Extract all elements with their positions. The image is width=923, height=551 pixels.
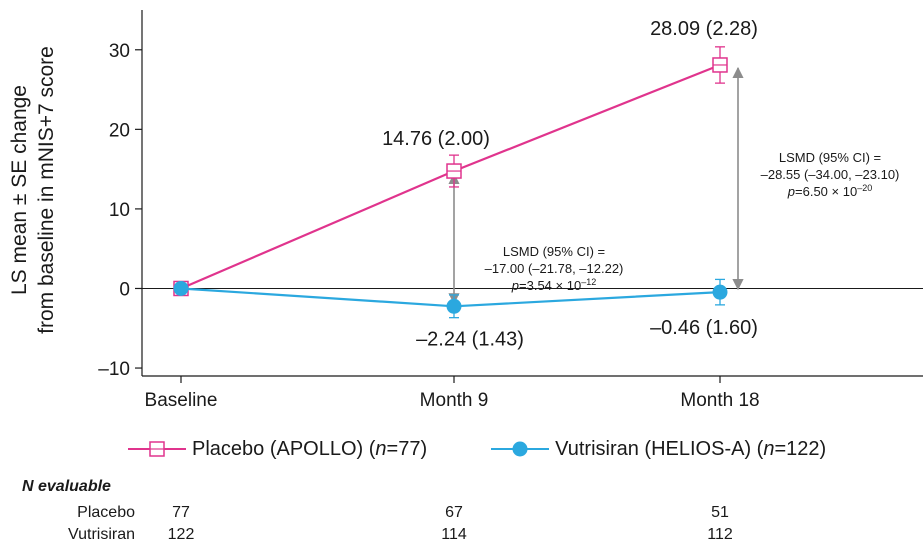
n-cell: 114: [441, 526, 467, 543]
p-value: p=3.54 × 10–12: [511, 277, 596, 293]
lsmd-line2: –17.00 (–21.78, –12.22): [485, 261, 624, 276]
n-evaluable-header: N evaluable: [22, 478, 111, 495]
series-vutrisiran: [173, 278, 728, 319]
data-point-circle: [446, 298, 462, 314]
y-axis-title-line2: from baseline in mNIS+7 score: [35, 46, 58, 334]
n-cell: 112: [707, 526, 733, 543]
y-tick-label: 0: [119, 279, 130, 300]
legend-label-placebo: Placebo (APOLLO) (n=77): [192, 437, 428, 460]
y-axis-title-line1: LS mean ± SE change: [8, 85, 31, 295]
y-tick-label: –10: [98, 359, 130, 380]
y-tick-label: 10: [109, 200, 130, 221]
data-label: 14.76 (2.00): [382, 128, 490, 150]
p-mantissa: =6.50 × 10: [795, 184, 857, 199]
legend-placebo-symbol: [128, 441, 186, 457]
lsmd-line2: –28.55 (–34.00, –23.10): [761, 167, 900, 182]
y-axis-title: LS mean ± SE change from baseline in mNI…: [0, 10, 60, 370]
data-label: –2.24 (1.43): [416, 329, 524, 351]
n-row-label: Placebo: [77, 504, 135, 521]
n-cell: 77: [172, 504, 190, 521]
x-tick-label: Month 9: [420, 390, 489, 411]
data-label: –0.46 (1.60): [650, 317, 758, 339]
lsmd-line1: LSMD (95% CI) =: [503, 244, 605, 259]
n-cell: 67: [445, 504, 463, 521]
legend: Placebo (APOLLO) (n=77) Vutrisiran (HELI…: [128, 432, 890, 466]
x-tick-label: Baseline: [145, 390, 218, 411]
x-tick-label: Month 18: [680, 390, 759, 411]
p-symbol: p: [787, 184, 795, 199]
legend-vutrisiran-symbol: [491, 441, 550, 457]
y-tick-label: 20: [109, 120, 130, 141]
y-tick-label: 30: [109, 41, 130, 62]
legend-label-vutrisiran: Vutrisiran (HELIOS-A) (n=122): [555, 437, 827, 460]
n-row-placebo: Placebo 77 67 51: [0, 504, 923, 524]
x-axis: Baseline Month 9 Month 18: [142, 375, 923, 411]
p-value: p=6.50 × 10–20: [787, 183, 872, 199]
difference-arrows: [448, 66, 744, 305]
p-mantissa: =3.54 × 10: [519, 278, 581, 293]
p-exponent: –12: [581, 277, 596, 287]
p-symbol: p: [511, 278, 519, 293]
n-cell: 122: [167, 526, 195, 543]
annotation-layer: 14.76 (2.00) 28.09 (2.28) –2.24 (1.43) –0.4…: [382, 18, 899, 351]
n-row-vutrisiran: Vutrisiran 122 114 112: [0, 526, 923, 546]
y-axis: 30 20 10 0 –10: [98, 10, 143, 380]
data-label: 28.09 (2.28): [650, 18, 758, 40]
data-point-circle: [173, 280, 189, 296]
lsmd-annotation: LSMD (95% CI) =–28.55 (–34.00, –23.10)p=…: [761, 150, 900, 199]
legend-item-placebo: Placebo (APOLLO) (n=77): [128, 438, 427, 461]
series-layer: [173, 46, 728, 319]
series-placebo: [173, 46, 728, 297]
p-exponent: –20: [857, 183, 872, 193]
chart-canvas: 30 20 10 0 –10 Baseline Month 9 Month 18 14.76…: [98, 10, 923, 411]
n-row-label: Vutrisiran: [68, 526, 135, 543]
legend-item-vutrisiran: Vutrisiran (HELIOS-A) (n=122): [491, 438, 826, 461]
n-cell: 51: [711, 504, 729, 521]
data-point-circle: [712, 284, 728, 300]
lsmd-line1: LSMD (95% CI) =: [779, 150, 881, 165]
lsmd-annotation: LSMD (95% CI) =–17.00 (–21.78, –12.22)p=…: [485, 244, 624, 293]
